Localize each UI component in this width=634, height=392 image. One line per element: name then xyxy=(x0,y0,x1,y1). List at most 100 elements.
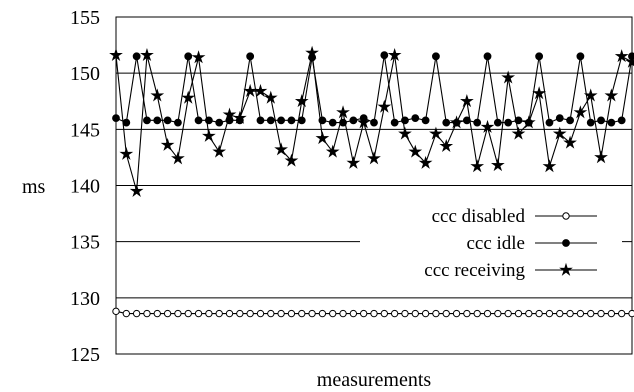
series-line-1 xyxy=(115,55,633,124)
data-point-2-38 xyxy=(501,70,516,84)
data-point-2-26 xyxy=(377,99,392,113)
data-point-0-20 xyxy=(318,309,327,318)
data-point-0-22 xyxy=(339,309,347,318)
data-point-2-41 xyxy=(532,86,546,100)
data-point-0-37 xyxy=(494,309,502,318)
data-point-2-15 xyxy=(263,90,278,104)
data-point-2-13 xyxy=(243,83,258,97)
data-point-0-19 xyxy=(308,309,316,318)
data-point-2-20 xyxy=(315,131,330,145)
legend-label-disabled: ccc disabled xyxy=(432,206,526,227)
data-point-1-26 xyxy=(380,51,389,60)
data-point-1-14 xyxy=(256,116,265,125)
data-point-2-50 xyxy=(625,54,634,68)
y-tick-label-130: 130 xyxy=(70,288,100,310)
data-point-0-50 xyxy=(628,309,634,318)
data-point-1-29 xyxy=(411,114,420,122)
data-point-2-35 xyxy=(470,159,485,173)
data-point-2-25 xyxy=(367,151,381,165)
data-point-1-47 xyxy=(597,116,605,125)
data-point-0-33 xyxy=(452,309,461,318)
data-point-0-6 xyxy=(174,309,182,318)
data-point-1-15 xyxy=(266,116,275,125)
y-tick-label-140: 140 xyxy=(70,176,100,198)
data-point-0-14 xyxy=(256,309,265,318)
data-point-1-32 xyxy=(442,118,451,127)
data-point-2-30 xyxy=(418,155,433,169)
data-point-0-15 xyxy=(267,309,275,318)
data-point-2-12 xyxy=(232,110,247,124)
data-point-1-10 xyxy=(215,118,224,127)
y-tick-label-135: 135 xyxy=(70,232,100,254)
series-ccc-receiving xyxy=(109,45,634,197)
data-point-2-43 xyxy=(552,126,567,140)
data-point-2-23 xyxy=(346,155,361,169)
data-point-1-41 xyxy=(535,52,544,61)
data-point-1-23 xyxy=(349,116,358,125)
legend-marker-disabled xyxy=(562,212,570,220)
legend-marker-receiving xyxy=(559,262,573,276)
data-point-0-34 xyxy=(463,309,471,318)
data-point-1-17 xyxy=(287,116,296,125)
data-point-0-43 xyxy=(556,309,564,318)
data-point-1-0 xyxy=(112,114,120,122)
data-point-0-9 xyxy=(205,309,213,318)
data-point-2-19 xyxy=(305,45,319,59)
data-point-1-45 xyxy=(576,52,585,61)
data-point-2-3 xyxy=(140,47,154,62)
plot-frame xyxy=(115,16,633,355)
data-point-0-12 xyxy=(236,309,244,318)
data-point-2-37 xyxy=(490,158,505,172)
data-point-2-49 xyxy=(614,49,629,63)
legend-marker-idle xyxy=(562,239,570,247)
data-point-2-14 xyxy=(253,83,268,97)
data-point-2-29 xyxy=(408,144,423,158)
data-point-2-21 xyxy=(325,144,340,158)
data-point-2-10 xyxy=(212,144,227,158)
data-point-0-44 xyxy=(566,309,574,318)
data-point-2-24 xyxy=(356,115,371,129)
data-point-2-45 xyxy=(573,105,588,119)
data-point-0-26 xyxy=(380,309,389,318)
data-point-1-25 xyxy=(370,118,378,127)
data-point-2-48 xyxy=(604,88,619,102)
data-point-0-42 xyxy=(545,309,554,318)
data-point-1-36 xyxy=(483,52,492,61)
data-point-0-45 xyxy=(576,309,585,318)
data-point-2-6 xyxy=(171,151,185,165)
data-point-0-28 xyxy=(401,309,409,318)
data-point-2-0 xyxy=(109,47,123,62)
data-point-0-24 xyxy=(359,309,368,318)
data-point-2-9 xyxy=(202,128,216,142)
data-point-2-8 xyxy=(191,50,206,64)
data-point-2-36 xyxy=(480,119,495,133)
series-group xyxy=(109,45,634,318)
data-point-1-37 xyxy=(493,118,502,127)
data-point-1-16 xyxy=(277,116,286,125)
data-point-1-5 xyxy=(163,116,172,125)
data-point-2-44 xyxy=(563,135,577,149)
data-point-2-32 xyxy=(439,138,454,153)
data-point-1-44 xyxy=(566,116,574,125)
data-point-2-4 xyxy=(150,88,165,102)
data-point-0-5 xyxy=(163,309,172,318)
legend-label-idle: ccc idle xyxy=(466,233,525,254)
y-tick-label-150: 150 xyxy=(70,63,100,85)
data-point-2-16 xyxy=(274,142,288,156)
data-point-2-33 xyxy=(449,115,464,129)
data-point-2-40 xyxy=(521,115,536,129)
data-point-1-42 xyxy=(545,118,554,127)
x-axis-label: measurements xyxy=(317,369,432,391)
data-point-2-5 xyxy=(160,137,175,151)
legend-label-receiving: ccc receiving xyxy=(424,260,525,281)
data-point-2-42 xyxy=(542,159,557,173)
data-point-2-47 xyxy=(594,150,608,164)
data-point-0-23 xyxy=(349,309,358,318)
data-point-0-17 xyxy=(287,309,296,318)
data-point-0-4 xyxy=(153,309,161,318)
data-point-1-27 xyxy=(390,118,399,127)
data-point-2-7 xyxy=(181,90,196,104)
data-point-1-13 xyxy=(246,52,255,61)
legend: ccc disabled ccc idle ccc receiving xyxy=(424,206,597,281)
